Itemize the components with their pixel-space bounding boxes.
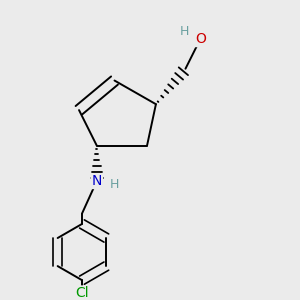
Text: N: N	[92, 174, 102, 188]
Text: Cl: Cl	[75, 286, 89, 300]
Text: O: O	[195, 32, 206, 46]
Text: H: H	[110, 178, 119, 190]
Text: H: H	[179, 25, 189, 38]
